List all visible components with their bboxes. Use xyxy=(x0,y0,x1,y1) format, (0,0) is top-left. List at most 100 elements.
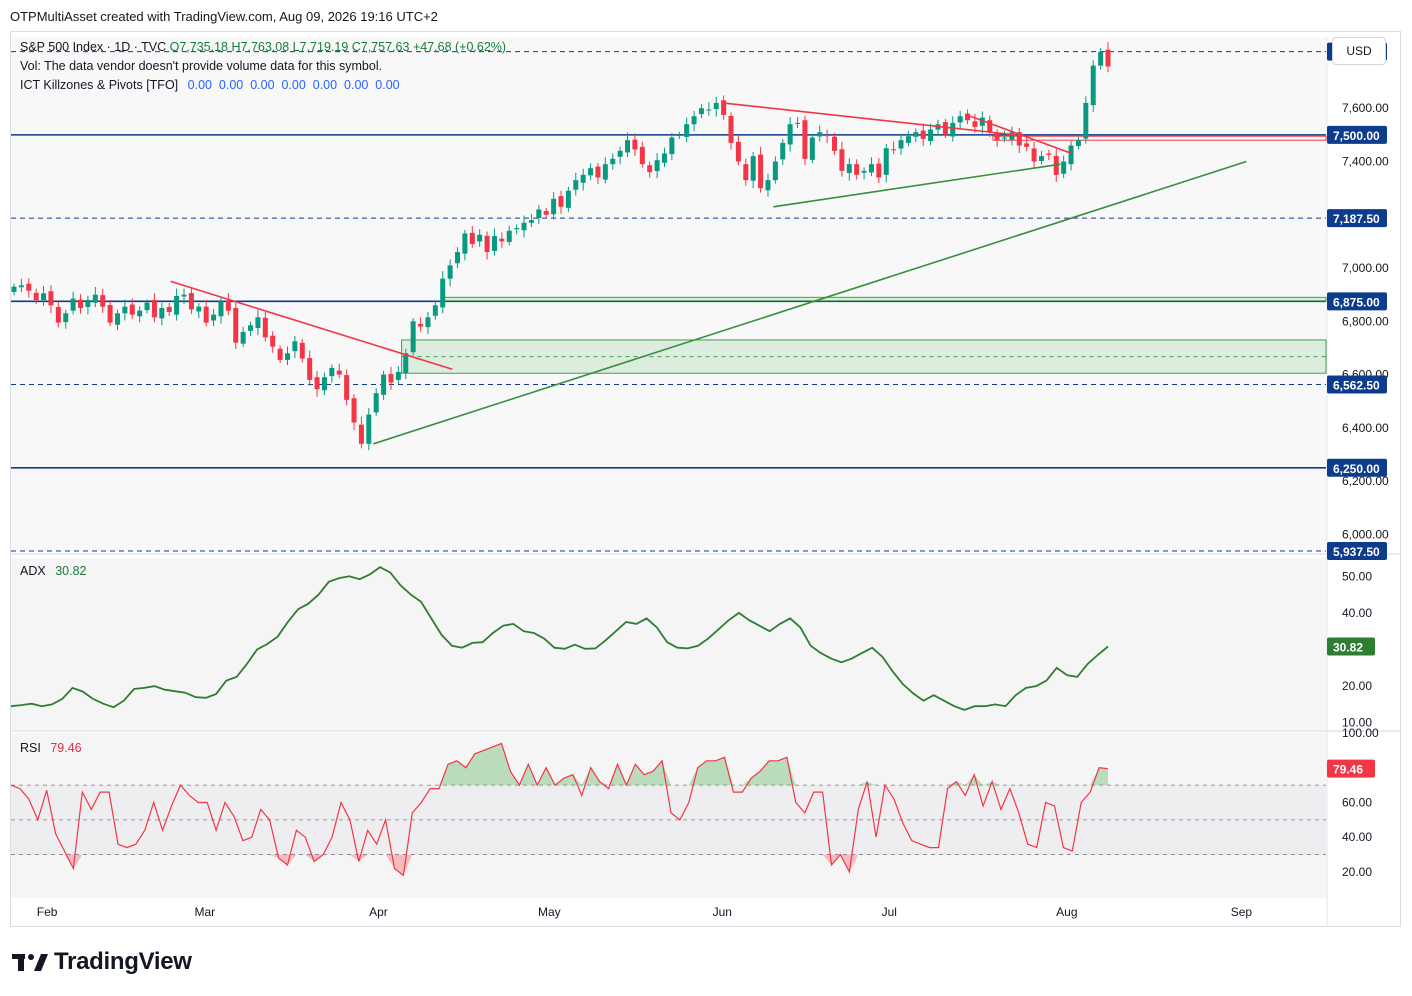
candle-body xyxy=(846,164,852,173)
candle-body xyxy=(114,313,120,325)
candle-body xyxy=(883,148,889,175)
candle-body xyxy=(248,325,254,331)
time-tick-label: Sep xyxy=(1231,905,1253,919)
price-level-label: 6,562.50 xyxy=(1333,379,1380,393)
price-level-tag xyxy=(1327,209,1387,228)
adx-legend[interactable]: ADX 30.82 xyxy=(20,564,86,578)
candle-body xyxy=(920,130,926,139)
candle-body xyxy=(432,305,438,316)
candle-body xyxy=(307,358,313,380)
candle-body xyxy=(41,293,47,300)
candle-body xyxy=(942,122,948,135)
price-level-label: 6,250.00 xyxy=(1333,462,1380,476)
price-level-label: 7,500.00 xyxy=(1333,129,1380,143)
time-tick-label: Jul xyxy=(882,905,897,919)
adx-pane-bg xyxy=(11,558,1326,730)
legend-symbol[interactable]: S&P 500 Index · 1D · TVC xyxy=(20,40,167,54)
rsi-legend[interactable]: RSI 79.46 xyxy=(20,741,82,755)
rsi-tick-label: 100.00 xyxy=(1342,726,1379,740)
candle-body xyxy=(528,220,534,223)
legend-high: H7,763.08 xyxy=(231,40,290,54)
candle-body xyxy=(721,100,727,115)
main-legend[interactable]: S&P 500 Index · 1D · TVC O7,735.18 H7,76… xyxy=(20,40,506,54)
candle-body xyxy=(1038,156,1044,161)
candle-body xyxy=(772,161,778,181)
candle-body xyxy=(809,137,815,160)
legend-change: +47.68 (+0.62%) xyxy=(412,40,507,54)
candle-body xyxy=(824,134,830,137)
zone-box xyxy=(992,135,1327,141)
price-tick-label: 6,800.00 xyxy=(1342,314,1389,328)
candle-body xyxy=(521,222,527,231)
adx-last-label: 30.82 xyxy=(1333,640,1363,654)
price-level-tag xyxy=(1327,542,1387,560)
candle-body xyxy=(366,414,372,444)
indicator-legend[interactable]: ICT Killzones & Pivots [TFO] 0.00 0.00 0… xyxy=(20,78,400,92)
candle-body xyxy=(868,164,874,173)
time-tick-label: Mar xyxy=(194,905,215,919)
candle-body xyxy=(817,132,823,137)
candle-body xyxy=(839,149,845,171)
candle-body xyxy=(735,141,741,162)
price-level-label: 6,875.00 xyxy=(1333,295,1380,309)
candle-body xyxy=(70,298,76,311)
price-tick-label: 7,000.00 xyxy=(1342,261,1389,275)
price-tick-label: 7,600.00 xyxy=(1342,101,1389,115)
candle-body xyxy=(957,116,963,123)
candle-body xyxy=(1075,140,1081,147)
candle-body xyxy=(285,353,290,360)
candle-body xyxy=(100,295,106,307)
currency-button[interactable]: USD xyxy=(1332,37,1386,65)
candle-body xyxy=(647,165,653,173)
candle-body xyxy=(728,115,734,143)
candle-body xyxy=(491,236,497,251)
candle-body xyxy=(987,120,993,133)
candle-body xyxy=(166,306,172,312)
candle-body xyxy=(950,122,956,137)
candle-body xyxy=(11,286,17,293)
candle-body xyxy=(580,174,586,183)
candle-body xyxy=(314,377,320,390)
volume-note: Vol: The data vendor doesn't provide vol… xyxy=(20,59,383,73)
price-level-tag xyxy=(1327,292,1387,311)
candle-body xyxy=(676,134,682,136)
candle-body xyxy=(994,132,1000,141)
candle-body xyxy=(1016,132,1022,146)
trendline xyxy=(970,115,1073,155)
legend-low: L7,719.19 xyxy=(292,40,349,54)
candle-body xyxy=(1098,51,1104,66)
candle-body xyxy=(85,299,91,307)
rsi-label[interactable]: RSI xyxy=(20,741,41,755)
brand[interactable]: TradingView xyxy=(12,948,192,976)
candle-body xyxy=(240,331,246,344)
candle-body xyxy=(595,166,601,178)
candle-body xyxy=(174,295,180,315)
price-tick-label: 6,200.00 xyxy=(1342,474,1389,488)
candle-body xyxy=(684,124,690,138)
candle-body xyxy=(1031,148,1037,162)
candle-body xyxy=(395,371,401,380)
candle-body xyxy=(18,285,24,288)
candle-body xyxy=(255,317,261,328)
candle-body xyxy=(440,278,446,308)
zone-box xyxy=(440,296,1327,302)
price-level-label: 7,187.50 xyxy=(1333,212,1380,226)
candle-body xyxy=(898,140,904,149)
candle-body xyxy=(1068,145,1074,165)
candle-body xyxy=(639,146,645,165)
trendline xyxy=(773,163,1061,208)
candle-body xyxy=(144,302,150,311)
rsi-oversold-fill xyxy=(11,854,1108,876)
candle-body xyxy=(358,424,364,444)
time-tick-label: Apr xyxy=(369,905,388,919)
indicator-name[interactable]: ICT Killzones & Pivots [TFO] xyxy=(20,78,179,92)
candle-body xyxy=(455,252,461,264)
candle-body xyxy=(573,180,579,190)
time-tick-label: May xyxy=(538,905,561,919)
indicator-values: 0.00 0.00 0.00 0.00 0.00 0.00 0.00 xyxy=(187,78,400,92)
candle-body xyxy=(211,314,217,321)
adx-label[interactable]: ADX xyxy=(20,564,46,578)
candle-body xyxy=(743,164,749,181)
adx-tick-label: 10.00 xyxy=(1342,716,1372,730)
